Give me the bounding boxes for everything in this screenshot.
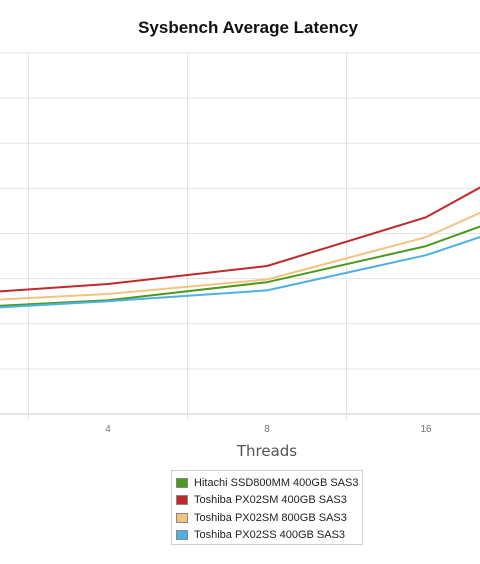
legend-label: Toshiba PX02SS 400GB SAS3 bbox=[194, 529, 346, 542]
x-tick-labels: 4 8 16 bbox=[105, 424, 432, 435]
legend-label: Toshiba PX02SM 400GB SAS3 bbox=[194, 494, 347, 507]
x-tick-label: 16 bbox=[420, 424, 432, 435]
legend-swatch bbox=[176, 477, 188, 488]
legend-item[interactable]: Toshiba PX02SS 400GB SAS3 bbox=[176, 527, 362, 545]
legend-item[interactable]: Hitachi SSD800MM 400GB SAS3 bbox=[176, 474, 362, 492]
legend-swatch bbox=[176, 495, 188, 506]
series-line-2 bbox=[0, 186, 480, 293]
series-line-4 bbox=[0, 236, 480, 309]
series-line-3 bbox=[0, 211, 480, 301]
legend-item[interactable]: Toshiba PX02SM 800GB SAS3 bbox=[176, 509, 362, 527]
x-tick-label: 4 bbox=[105, 424, 111, 435]
x-axis-label: Threads bbox=[236, 442, 297, 460]
legend-item[interactable]: Toshiba PX02SM 400GB SAS3 bbox=[176, 492, 362, 510]
legend-swatch bbox=[176, 530, 188, 541]
x-tick-label: 8 bbox=[264, 424, 270, 435]
chart-title: Sysbench Average Latency bbox=[138, 18, 358, 37]
legend-swatch bbox=[176, 512, 188, 523]
grid-lines bbox=[0, 52, 480, 420]
legend-label: Toshiba PX02SM 800GB SAS3 bbox=[194, 511, 347, 524]
legend-label: Hitachi SSD800MM 400GB SAS3 bbox=[194, 476, 359, 489]
legend: Hitachi SSD800MM 400GB SAS3 Toshiba PX02S… bbox=[171, 470, 363, 545]
series-lines bbox=[0, 186, 480, 309]
series-line-1 bbox=[0, 225, 480, 307]
